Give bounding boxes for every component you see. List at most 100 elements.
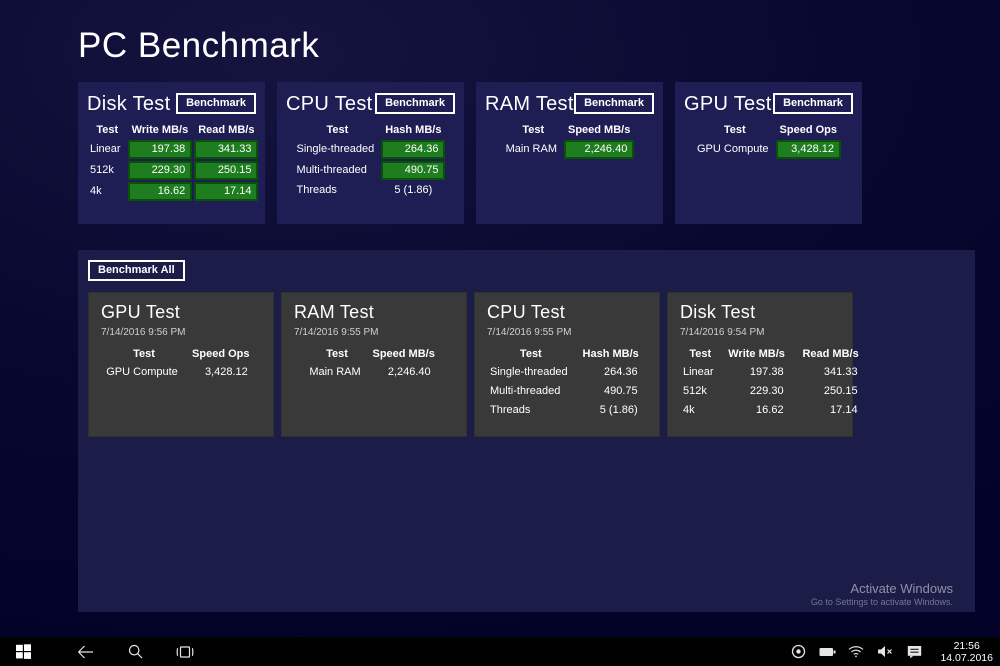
row-label: 4k bbox=[90, 185, 102, 197]
table-row: 512k 229.30 250.15 bbox=[682, 383, 867, 400]
test-panels-row: Disk Test Benchmark Test Write MB/s Read M… bbox=[78, 82, 862, 224]
column-header: Read MB/s bbox=[802, 348, 859, 360]
table-row: 4k 16.62 17.14 bbox=[682, 402, 867, 419]
history-panel: Benchmark All GPU Test 7/14/2016 9:56 PM… bbox=[78, 250, 975, 612]
system-tray: 21:56 14.07.2016 bbox=[789, 640, 1000, 664]
back-button[interactable] bbox=[64, 637, 106, 666]
row-label: GPU Compute bbox=[697, 143, 769, 155]
results-table: Test Speed MB/s Main RAM 2,246.40 bbox=[306, 346, 441, 383]
table-row: Threads 5 (1.86) bbox=[489, 402, 647, 419]
test-panel: Disk Test Benchmark Test Write MB/s Read M… bbox=[78, 82, 265, 224]
panel-header: Disk Test Benchmark bbox=[87, 92, 256, 116]
results-table: Test Hash MB/s Single-threaded 264.36 Multi-… bbox=[294, 122, 448, 201]
activate-windows-watermark: Activate Windows Go to Settings to activ… bbox=[811, 581, 953, 607]
row-label: Single-threaded bbox=[490, 366, 568, 378]
value-cell: 2,246.40 bbox=[387, 366, 431, 378]
value-cell: 341.33 bbox=[823, 366, 858, 378]
row-label: 4k bbox=[683, 404, 695, 416]
taskbar: 21:56 14.07.2016 bbox=[0, 637, 1000, 666]
row-label: Threads bbox=[490, 404, 531, 416]
column-header: Test bbox=[326, 124, 349, 136]
column-header: Test bbox=[326, 348, 348, 360]
test-panel: GPU Test Benchmark Test Speed Ops GPU Comp… bbox=[675, 82, 862, 224]
panel-title: Disk Test bbox=[87, 93, 171, 115]
benchmark-all-button[interactable]: Benchmark All bbox=[88, 260, 185, 281]
row-label: GPU Compute bbox=[106, 366, 178, 378]
header-row: Test Hash MB/s bbox=[489, 348, 647, 362]
benchmark-button[interactable]: Benchmark bbox=[176, 93, 256, 114]
result-cell: 16.62 bbox=[127, 182, 193, 201]
panel-title: RAM Test bbox=[485, 93, 574, 115]
test-panel: RAM Test Benchmark Test Speed MB/s Main RA… bbox=[476, 82, 663, 224]
start-button[interactable] bbox=[2, 637, 44, 666]
column-header: Write MB/s bbox=[131, 124, 189, 136]
task-view-icon bbox=[176, 645, 194, 659]
value-cell: 16.62 bbox=[756, 404, 784, 416]
result-cell: 264.36 bbox=[381, 140, 446, 159]
panel-header: GPU Test Benchmark bbox=[684, 92, 853, 116]
card-timestamp: 7/14/2016 9:55 PM bbox=[294, 327, 379, 338]
value-cell: 250.15 bbox=[823, 385, 858, 397]
test-panel: CPU Test Benchmark Test Hash MB/s Single-t… bbox=[277, 82, 464, 224]
column-header: Speed Ops bbox=[779, 124, 837, 136]
back-arrow-icon bbox=[77, 645, 94, 659]
results-table: Test Speed Ops GPU Compute 3,428.12 bbox=[103, 346, 259, 383]
search-button[interactable] bbox=[114, 637, 156, 666]
benchmark-button[interactable]: Benchmark bbox=[773, 93, 853, 114]
column-header: Hash MB/s bbox=[582, 348, 639, 360]
column-header: Test bbox=[522, 124, 545, 136]
table-row: Single-threaded 264.36 bbox=[489, 364, 647, 381]
result-cell: 17.14 bbox=[194, 182, 259, 201]
volume-muted-icon[interactable] bbox=[876, 643, 894, 661]
results-table: Test Write MB/s Read MB/s Linear 197.38 341.3… bbox=[87, 122, 260, 203]
card-timestamp: 7/14/2016 9:54 PM bbox=[680, 327, 765, 338]
header-row: Test Speed Ops bbox=[696, 124, 841, 138]
card-title: GPU Test bbox=[101, 302, 181, 322]
action-center-icon[interactable] bbox=[905, 643, 923, 661]
table-row: GPU Compute 3,428.12 bbox=[105, 364, 257, 381]
result-cell: 229.30 bbox=[127, 161, 193, 180]
page-title: PC Benchmark bbox=[78, 26, 320, 65]
task-view-button[interactable] bbox=[164, 637, 206, 666]
column-header: Speed Ops bbox=[192, 348, 250, 360]
result-card: RAM Test 7/14/2016 9:55 PM Test Speed MB/… bbox=[281, 292, 467, 437]
column-header: Speed MB/s bbox=[567, 124, 631, 136]
panel-header: RAM Test Benchmark bbox=[485, 92, 654, 116]
table-row: Linear 197.38 341.33 bbox=[89, 140, 259, 159]
value-cell: 17.14 bbox=[830, 404, 858, 416]
result-cell: 3,428.12 bbox=[775, 140, 841, 159]
row-label: Linear bbox=[90, 143, 121, 155]
panel-header: CPU Test Benchmark bbox=[286, 92, 455, 116]
row-label: Main RAM bbox=[309, 366, 361, 378]
results-table: Test Speed MB/s Main RAM 2,246.40 bbox=[503, 122, 637, 161]
result-cell: 490.75 bbox=[381, 161, 446, 180]
column-header: Test bbox=[689, 348, 712, 360]
card-timestamp: 7/14/2016 9:55 PM bbox=[487, 327, 572, 338]
row-label: 512k bbox=[90, 164, 114, 176]
row-label: Main RAM bbox=[505, 143, 557, 155]
results-table: Test Write MB/s Read MB/s Linear 197.38 341.3… bbox=[680, 346, 869, 421]
value-cell: 264.36 bbox=[604, 366, 638, 378]
header-row: Test Hash MB/s bbox=[296, 124, 446, 138]
header-row: Test Speed MB/s bbox=[505, 124, 635, 138]
battery-icon[interactable] bbox=[818, 643, 836, 661]
table-row: Linear 197.38 341.33 bbox=[682, 364, 867, 381]
table-row: Multi-threaded 490.75 bbox=[296, 161, 446, 180]
value-cell: 5 (1.86) bbox=[599, 404, 638, 416]
row-label: Multi-threaded bbox=[490, 385, 561, 397]
column-header: Hash MB/s bbox=[385, 124, 442, 136]
benchmark-button[interactable]: Benchmark bbox=[574, 93, 654, 114]
status-circle-icon[interactable] bbox=[789, 643, 807, 661]
result-card: GPU Test 7/14/2016 9:56 PM Test Speed Ops… bbox=[88, 292, 274, 437]
table-row: GPU Compute 3,428.12 bbox=[696, 140, 841, 159]
table-row: Single-threaded 264.36 bbox=[296, 140, 446, 159]
header-row: Test Write MB/s Read MB/s bbox=[682, 348, 867, 362]
value-cell: 197.38 bbox=[749, 366, 784, 378]
value-cell: 229.30 bbox=[749, 385, 784, 397]
benchmark-button[interactable]: Benchmark bbox=[375, 93, 455, 114]
taskbar-clock[interactable]: 21:56 14.07.2016 bbox=[940, 640, 993, 664]
header-row: Test Speed Ops bbox=[105, 348, 257, 362]
wifi-icon[interactable] bbox=[847, 643, 865, 661]
table-row: Multi-threaded 490.75 bbox=[489, 383, 647, 400]
row-label: Threads bbox=[296, 184, 337, 196]
